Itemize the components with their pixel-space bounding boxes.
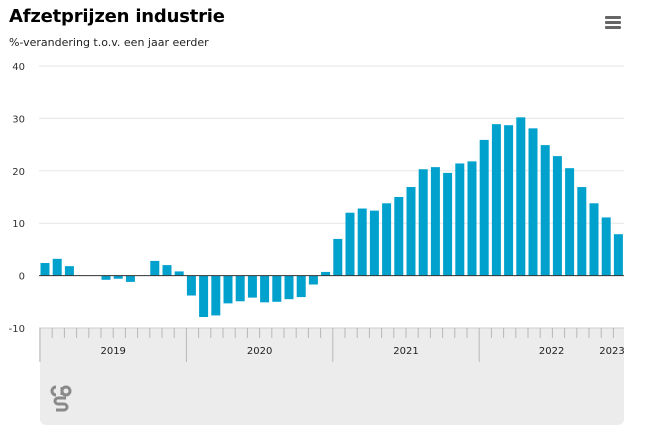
bar <box>296 275 306 298</box>
bars <box>40 117 623 317</box>
bar <box>540 145 550 276</box>
y-tick-label: 40 <box>12 62 25 73</box>
bar <box>430 167 440 276</box>
bar <box>369 210 379 276</box>
bar <box>162 265 172 276</box>
bar <box>260 275 270 303</box>
bar <box>113 275 123 279</box>
bar <box>491 124 501 276</box>
bar <box>516 117 526 276</box>
y-axis-tick-labels: -10 0 10 20 30 40 <box>9 62 25 335</box>
bar <box>467 161 477 276</box>
bar <box>382 203 392 276</box>
bar <box>528 128 538 276</box>
y-tick-label: -10 <box>9 324 25 335</box>
bar <box>272 275 282 302</box>
x-year-label: 2019 <box>100 346 125 357</box>
bar <box>211 275 221 316</box>
x-year-label: 2021 <box>393 346 418 357</box>
x-axis: 2019 2020 2021 2022 2023 <box>39 275 625 362</box>
bar <box>284 275 294 300</box>
bar <box>40 263 50 276</box>
bar <box>577 187 587 276</box>
bar <box>589 203 599 276</box>
bar-chart: -10 0 10 20 30 40 2019 2020 2021 2022 2023 <box>9 62 625 362</box>
bar <box>479 139 489 276</box>
bar <box>64 266 74 276</box>
bar <box>247 275 257 298</box>
bar <box>150 260 160 276</box>
bar <box>406 187 416 276</box>
bar <box>418 169 428 276</box>
bar <box>345 212 355 276</box>
chart-footer <box>40 362 624 425</box>
bar <box>101 275 111 280</box>
x-axis-band <box>39 328 624 362</box>
bar <box>504 125 514 276</box>
cbs-logo-icon[interactable] <box>50 384 72 412</box>
chart-title: Afzetprijzen industrie <box>9 6 225 27</box>
bar <box>235 275 245 302</box>
bar <box>174 271 184 276</box>
bar <box>223 275 233 304</box>
bar <box>601 217 611 276</box>
bar <box>443 172 453 276</box>
bar <box>308 275 318 285</box>
bar <box>333 238 343 276</box>
bar <box>199 275 209 317</box>
x-year-label: 2020 <box>247 346 272 357</box>
y-tick-label: 20 <box>12 167 25 178</box>
bar <box>125 275 135 282</box>
bar <box>565 168 575 276</box>
bar <box>394 197 404 276</box>
bar <box>52 258 62 276</box>
x-year-label: 2022 <box>539 346 564 357</box>
bar <box>357 208 367 276</box>
bar <box>455 163 465 276</box>
y-tick-label: 10 <box>12 219 25 230</box>
chart-subtitle: %-verandering t.o.v. een jaar eerder <box>9 36 209 49</box>
x-year-label: 2023 <box>599 346 624 357</box>
bar <box>552 156 562 276</box>
y-tick-label: 0 <box>19 272 25 283</box>
bar <box>186 275 196 296</box>
bar <box>321 271 331 276</box>
y-tick-label: 30 <box>12 114 25 125</box>
bar <box>613 234 623 276</box>
hamburger-menu-icon[interactable] <box>600 10 626 34</box>
